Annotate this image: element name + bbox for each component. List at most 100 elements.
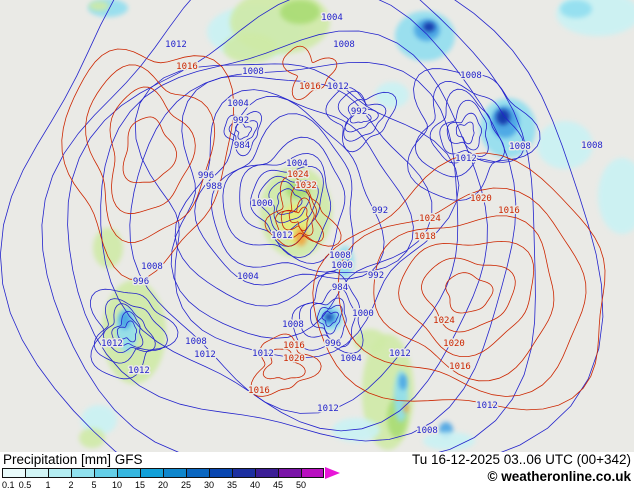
isobar-label: 1016: [248, 386, 270, 396]
isobar-label: 1016: [449, 362, 471, 372]
precipitation-patch: [403, 403, 409, 413]
isobar-contour: [170, 75, 433, 339]
legend-segment: [2, 468, 25, 478]
isobar-contour: [116, 320, 137, 343]
legend-segment: [117, 468, 140, 478]
precipitation-patch: [89, 1, 109, 11]
isobar-label: 1000: [352, 309, 374, 319]
isobar-contour: [349, 107, 372, 124]
isobar-label: 1000: [251, 199, 273, 209]
legend-color-bar: [2, 468, 324, 478]
precipitation-patch: [399, 374, 407, 390]
copyright: © weatheronline.co.uk: [487, 469, 631, 484]
isobar-label: 992: [351, 107, 367, 117]
isobar-contour: [421, 257, 516, 333]
isobar-contour: [310, 297, 347, 342]
legend-tick-label: 0.5: [18, 480, 32, 490]
precipitation-patch: [336, 246, 354, 278]
isobar-contour: [239, 153, 332, 259]
isobar-label: 992: [372, 206, 388, 216]
legend-tick-label: 30: [203, 480, 215, 490]
isobar-contour: [235, 122, 252, 140]
isobar-label: 1008: [185, 337, 207, 347]
isobar-label: 1012: [317, 404, 339, 414]
isobar-contour: [134, 63, 460, 359]
precipitation-patch: [598, 158, 634, 234]
isobar-contour: [262, 348, 306, 380]
legend-segment: [140, 468, 163, 478]
isobar-contour: [85, 64, 216, 243]
isobar-label: 1012: [252, 349, 274, 359]
legend-tick-label: 1: [45, 480, 51, 490]
isobar-contour: [280, 197, 315, 236]
isobar-contour: [129, 61, 459, 414]
precipitation-patch: [325, 313, 333, 321]
precipitation-patch: [280, 0, 320, 24]
isobar-label: 1008: [242, 67, 264, 77]
isobar-contour: [344, 99, 379, 133]
isobar-label: 1008: [141, 262, 163, 272]
legend-tick-label: 35: [226, 480, 238, 490]
precipitation-patch: [496, 109, 510, 125]
isobar-label: 1004: [321, 13, 343, 23]
isobar-label: 1008: [333, 40, 355, 50]
isobar-contour: [373, 215, 555, 382]
isobar-label: 1012: [101, 339, 123, 349]
isobar-label: 1016: [299, 82, 321, 92]
precipitation-patch: [79, 428, 105, 448]
legend-segment: [255, 468, 278, 478]
legend-tick-label: 40: [249, 480, 261, 490]
isobar-contour: [223, 111, 263, 157]
isobar-label: 1016: [176, 62, 198, 72]
isobar-contour: [282, 45, 338, 101]
isobar-contour: [337, 187, 587, 397]
isobar-contour: [264, 175, 342, 247]
isobar-contour: [398, 240, 535, 357]
legend-tick-label: 25: [180, 480, 192, 490]
isobar-label: 1008: [416, 426, 438, 436]
isobar-label: 1016: [283, 341, 305, 351]
isobar-contour: [41, 0, 536, 452]
legend-segment: [209, 468, 232, 478]
precipitation-patch: [119, 311, 131, 329]
isobar-contour: [291, 271, 364, 354]
isobar-contour: [455, 121, 475, 145]
legend-segment: [48, 468, 71, 478]
isobar-contour: [93, 298, 168, 364]
isobar-contour: [222, 136, 346, 264]
isobar-contour: [299, 286, 356, 348]
legend-segment: [163, 468, 186, 478]
precipitation-patch: [354, 329, 386, 353]
precipitation-patch: [537, 121, 593, 169]
isobar-contour: [288, 206, 309, 232]
isobar-contour: [228, 119, 259, 147]
product-label: Precipitation [mm] GFS: [3, 452, 143, 467]
isobar-contour: [250, 333, 322, 397]
isobar-label: 1012: [271, 231, 293, 241]
legend-tick-label: 2: [68, 480, 74, 490]
legend-row: [2, 467, 340, 479]
isobar-contour: [0, 0, 604, 452]
isobar-label: 996: [198, 171, 214, 181]
isobar-label: 1012: [327, 82, 349, 92]
isobar-label: 1008: [329, 251, 351, 261]
isobar-label: 1004: [286, 159, 308, 169]
isobar-contour: [439, 99, 489, 157]
precipitation-patch: [375, 82, 409, 108]
isobar-label: 1012: [128, 366, 150, 376]
isobar-contour: [103, 303, 156, 353]
isobar-label: 1000: [331, 261, 353, 271]
precipitation-patch: [423, 432, 475, 450]
weather-map: 1004 1012 1008 1008 1008 1012 992 1004 992 984 996…: [0, 0, 634, 452]
isobar-label: 1012: [476, 401, 498, 411]
legend-tick-label: 0.1: [2, 480, 15, 490]
precipitation-patch: [423, 22, 435, 32]
isobar-contour: [337, 90, 387, 142]
legend-arrow-icon: [325, 467, 340, 479]
precipitation-patch: [560, 0, 592, 18]
isobar-label: 1012: [455, 154, 477, 164]
isobar-contour: [312, 152, 606, 411]
isobar-contour: [446, 112, 483, 151]
isobar-contour: [122, 116, 177, 184]
isobar-contour: [174, 89, 414, 307]
